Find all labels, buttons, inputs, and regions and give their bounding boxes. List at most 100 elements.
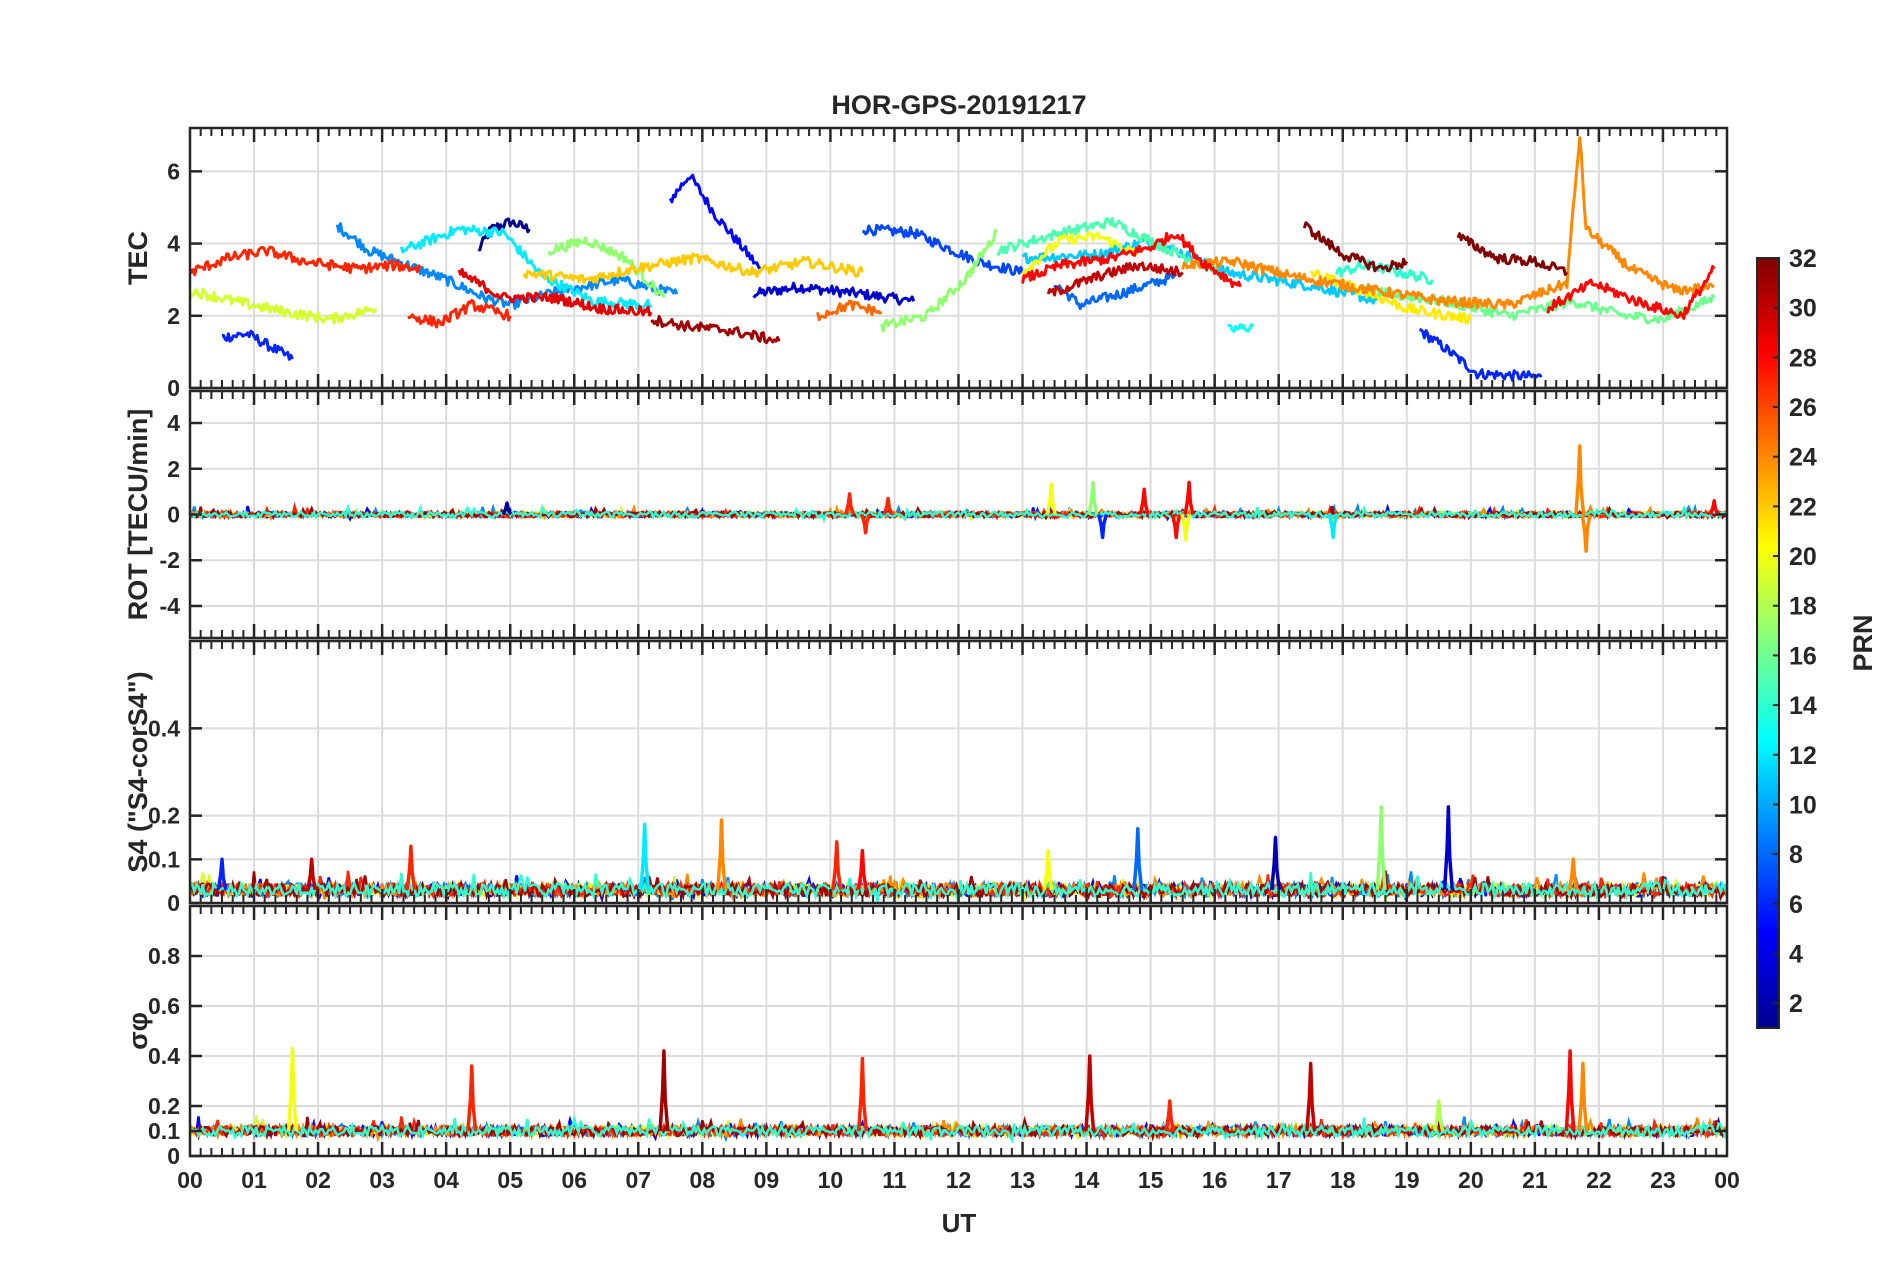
s4-spike: [1042, 848, 1054, 891]
sigma-spike: [1577, 1061, 1589, 1132]
x-tick-label: 17: [1266, 1167, 1292, 1193]
y-tick-label: 0.1: [148, 846, 180, 872]
y-axis-label: ROT [TECU/min]: [123, 409, 153, 620]
tec-series-prn-29: [457, 267, 653, 317]
tec-series-prn-13: [1227, 323, 1255, 333]
colorbar-tick-label: 22: [1789, 493, 1817, 521]
colorbar-tick-label: 2: [1789, 990, 1803, 1018]
colorbar-tick-label: 32: [1789, 245, 1817, 273]
s4-spike: [405, 844, 417, 891]
panel-tec: 0 2 4 6 TEC: [123, 126, 1729, 401]
tec-series-prn-28: [1021, 231, 1242, 289]
y-tick-label: 0.2: [148, 803, 180, 829]
s4-spike: [831, 840, 843, 891]
tec-series-prn-6: [1418, 327, 1543, 382]
rot-spike: [1708, 499, 1720, 516]
tec-series-prn-17: [880, 229, 999, 333]
data-layer: [190, 1046, 1727, 1144]
x-tick-label: 20: [1458, 1167, 1484, 1193]
x-tick-label: 19: [1394, 1167, 1420, 1193]
y-tick-label: 0: [167, 502, 180, 528]
s4-spike: [306, 857, 318, 891]
rot-spike: [1045, 483, 1057, 515]
x-tick-label: 18: [1330, 1167, 1356, 1193]
x-tick-label: 05: [497, 1167, 523, 1193]
colorbar-tick-label: 20: [1789, 543, 1817, 571]
tec-series-prn-8: [1053, 272, 1178, 311]
tec-series-prn-30: [1046, 261, 1184, 297]
s4-spike: [1567, 857, 1579, 891]
x-tick-label: 00: [1714, 1167, 1740, 1193]
tec-series-prn-24: [1181, 136, 1715, 310]
x-tick-label: 23: [1650, 1167, 1676, 1193]
x-tick-label: 14: [1074, 1167, 1100, 1193]
colorbar-tick-label: 4: [1789, 940, 1803, 968]
data-layer: [190, 444, 1727, 553]
rot-spike: [844, 492, 856, 516]
colorbar-label: PRN: [1848, 614, 1878, 671]
tec-series-prn-19: [190, 287, 378, 325]
x-tick-label: 09: [754, 1167, 780, 1193]
y-tick-label: 6: [167, 158, 180, 184]
rot-spike: [860, 513, 872, 535]
y-axis-label: σφ: [123, 1012, 153, 1050]
tec-series-prn-21: [1310, 269, 1473, 325]
x-tick-label: 16: [1202, 1167, 1228, 1193]
x-tick-label: 15: [1138, 1167, 1164, 1193]
panel-rot: -4 -2 0 2 4 ROT [TECU/min]: [123, 389, 1729, 640]
colorbar-tick-label: 18: [1789, 593, 1817, 621]
sigma-spike: [1564, 1049, 1576, 1132]
s4-spike: [1375, 805, 1387, 891]
y-tick-label: 0: [167, 375, 180, 401]
colorbar-tick-label: 24: [1789, 444, 1817, 472]
tec-series-prn-32: [1302, 221, 1409, 273]
rot-spike: [1170, 514, 1182, 540]
rot-spike: [1327, 514, 1339, 540]
sigma-spike: [286, 1046, 299, 1132]
tec-series-prn-6: [221, 329, 294, 361]
rot-spike: [501, 501, 513, 516]
colorbar-gradient: [1756, 257, 1780, 1029]
chart-title: HOR-GPS-20191217: [831, 90, 1086, 120]
colorbar-tick-label: 8: [1789, 841, 1803, 869]
y-axis-label: TEC: [123, 231, 153, 285]
x-tick-label: 03: [369, 1167, 395, 1193]
rot-spike: [1180, 514, 1192, 542]
x-tick-label: 11: [882, 1167, 907, 1193]
tec-series-prn-31: [650, 315, 781, 345]
tec-series-prn-27: [190, 245, 422, 277]
sigma-spike: [856, 1056, 869, 1132]
y-tick-label: 4: [167, 410, 180, 436]
y-axis-label: S4 ("S4-corS4"): [123, 671, 153, 872]
panel-s4: 0 0.1 0.2 0.4S4 ("S4-corS4"): [123, 639, 1729, 916]
x-tick-label: 22: [1586, 1167, 1612, 1193]
y-tick-label: 0.4: [148, 715, 180, 741]
y-tick-label: 0.2: [148, 1093, 180, 1119]
x-axis-label: UT: [942, 1208, 977, 1238]
s4-spike: [856, 848, 869, 891]
x-tick-label: 06: [561, 1167, 587, 1193]
sigma-spike: [466, 1064, 478, 1132]
y-tick-label: 0.8: [148, 943, 180, 969]
sigma-spike: [1164, 1099, 1176, 1132]
colorbar-tick-label: 12: [1789, 742, 1817, 770]
rot-spike: [882, 496, 894, 516]
x-tick-label: 13: [1010, 1167, 1036, 1193]
s4-spike: [1269, 835, 1282, 891]
x-tick-label: 01: [241, 1167, 267, 1193]
y-tick-label: -2: [160, 547, 180, 573]
sigma-spike: [1433, 1099, 1445, 1132]
tec-series-prn-7: [862, 223, 1024, 276]
rot-spike: [1580, 514, 1592, 553]
sigma-spike: [1084, 1054, 1096, 1132]
tec-series-prn-15: [996, 217, 1223, 278]
rot-spike: [1087, 480, 1099, 515]
colorbar-tick-label: 16: [1789, 642, 1817, 670]
colorbar-tick-label: 30: [1789, 295, 1817, 323]
rot-spike: [1574, 444, 1586, 515]
tec-series-prn-3: [752, 281, 916, 306]
colorbar-tick-label: 6: [1789, 891, 1803, 919]
y-tick-label: 0: [167, 1143, 180, 1169]
x-tick-label: 21: [1522, 1167, 1548, 1193]
rot-noise-prn-14: [190, 502, 1727, 524]
